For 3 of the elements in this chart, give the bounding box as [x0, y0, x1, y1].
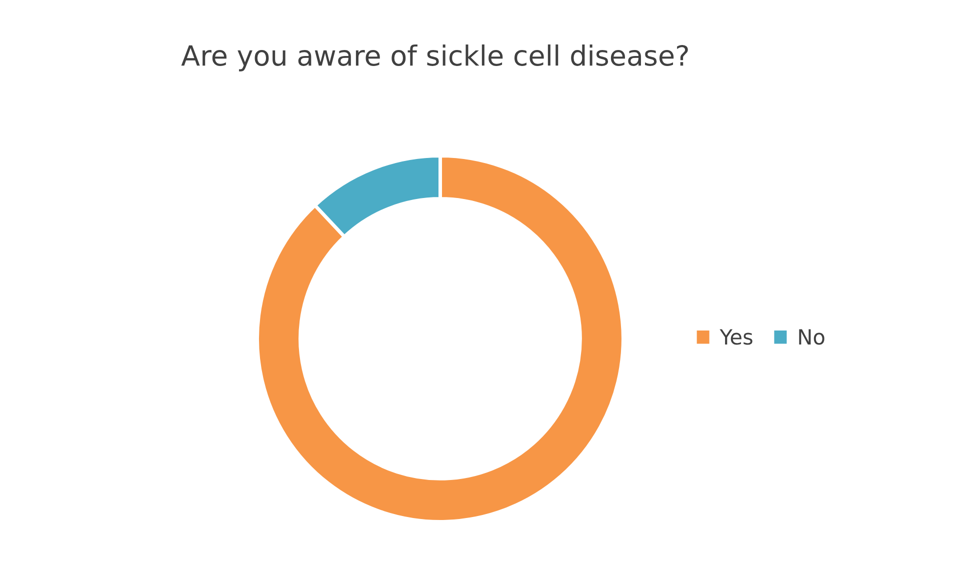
legend-label: Yes: [720, 329, 752, 345]
legend-label: No: [799, 329, 824, 345]
chart-title: Are you aware of sickle cell disease?: [181, 44, 688, 72]
